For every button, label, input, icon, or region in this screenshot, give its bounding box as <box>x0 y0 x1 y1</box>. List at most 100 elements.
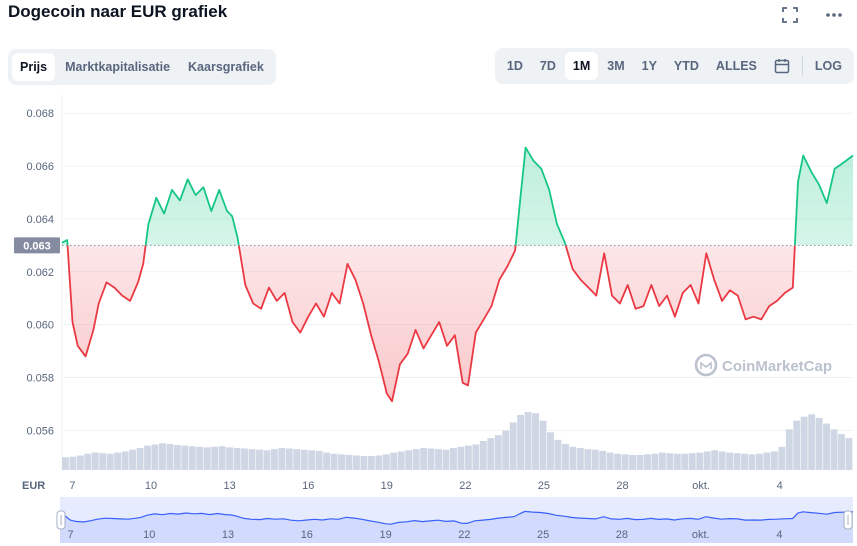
navigator-tick-label: 16 <box>301 529 313 541</box>
range-navigator: 7 10 13 16 19 22 25 28 okt. 4 <box>56 497 854 543</box>
volume-bar <box>763 452 771 470</box>
volume-bar <box>741 453 748 470</box>
y-tick-label: 0.062 <box>26 267 54 279</box>
x-tick-label: 25 <box>538 480 550 492</box>
volume-bar <box>755 453 763 470</box>
volume-bar <box>479 441 487 470</box>
calendar-button[interactable] <box>766 52 798 80</box>
x-tick-label: 10 <box>145 480 157 492</box>
volume-bar <box>442 449 450 470</box>
volume-bar <box>84 453 92 470</box>
volume-bar <box>629 454 636 470</box>
volume-bar <box>181 445 189 470</box>
volume-bar <box>382 454 390 470</box>
more-icon[interactable] <box>825 6 843 24</box>
volume-bars <box>62 412 853 470</box>
y-axis-ticks: 0.056 0.058 0.060 0.062 0.064 0.066 0.068 <box>26 108 54 437</box>
volume-bar <box>561 443 569 470</box>
volume-bar <box>524 412 532 470</box>
volume-bar <box>241 448 248 470</box>
volume-bar <box>435 449 442 470</box>
y-tick-label: 0.064 <box>26 214 54 226</box>
volume-bar <box>173 445 181 470</box>
range-ytd[interactable]: YTD <box>673 59 699 73</box>
volume-bar <box>285 448 293 470</box>
volume-bar <box>681 453 689 470</box>
volume-bar <box>270 449 278 470</box>
volume-bar <box>278 447 286 470</box>
range-3m[interactable]: 3M <box>607 59 625 73</box>
range-7d[interactable]: 7D <box>539 59 556 73</box>
x-tick-label: 4 <box>777 480 783 492</box>
log-toggle[interactable]: LOG <box>814 59 842 73</box>
volume-bar <box>196 446 204 470</box>
tab-price[interactable]: Prijs <box>12 53 56 81</box>
volume-bar <box>203 447 211 470</box>
volume-bar <box>532 413 539 470</box>
volume-bar <box>353 455 360 470</box>
volume-bar <box>338 454 345 470</box>
volume-bar <box>233 447 241 470</box>
volume-bar <box>211 446 219 470</box>
volume-bar <box>159 443 166 470</box>
range-1d[interactable]: 1D <box>506 59 523 73</box>
volume-bar <box>129 449 137 470</box>
navigator-tick-label: 7 <box>67 529 73 541</box>
volume-bar <box>188 446 196 470</box>
navigator-tick-label: 25 <box>537 529 549 541</box>
volume-bar <box>651 453 659 470</box>
volume-bar <box>308 450 316 470</box>
volume-bar <box>405 450 413 470</box>
baseline-group: 0.063 <box>14 237 853 254</box>
volume-bar <box>151 444 159 470</box>
volume-bar <box>375 455 383 470</box>
volume-bar <box>106 453 114 470</box>
volume-bar <box>345 454 353 470</box>
x-tick-label: 19 <box>381 480 393 492</box>
navigator-tick-label: 4 <box>776 529 782 541</box>
volume-bar <box>293 449 301 470</box>
volume-bar <box>457 446 465 470</box>
y-tick-label: 0.068 <box>26 108 54 120</box>
volume-bar <box>91 452 99 470</box>
watermark-text: CoinMarketCap <box>722 358 832 375</box>
volume-bar <box>703 451 711 470</box>
volume-bar <box>576 447 584 470</box>
volume-bar <box>420 447 428 470</box>
volume-bar <box>76 455 84 470</box>
x-tick-label: okt. <box>692 480 710 492</box>
x-tick-label: 28 <box>616 480 628 492</box>
y-tick-label: 0.058 <box>26 373 54 385</box>
volume-bar <box>748 454 756 470</box>
volume-bar <box>450 447 457 470</box>
volume-bar <box>830 429 838 470</box>
volume-bar <box>815 417 823 470</box>
volume-bar <box>800 416 808 470</box>
volume-bar <box>62 457 69 470</box>
price-line-up <box>61 146 854 246</box>
range-all[interactable]: ALLES <box>715 59 757 73</box>
volume-bar <box>726 452 734 470</box>
volume-bar <box>517 414 525 470</box>
volume-bar <box>360 456 368 470</box>
volume-bar <box>658 452 666 470</box>
volume-bar <box>487 438 495 470</box>
tab-market-cap[interactable]: Marktkapitalisatie <box>65 60 171 74</box>
volume-bar <box>823 423 831 470</box>
range-1y[interactable]: 1Y <box>641 59 657 73</box>
tab-candlestick[interactable]: Kaarsgrafiek <box>188 60 264 74</box>
volume-bar <box>711 450 719 470</box>
volume-bar <box>793 420 801 470</box>
y-tick-label: 0.066 <box>26 161 54 173</box>
area-up <box>62 147 853 246</box>
volume-bar <box>785 429 793 470</box>
range-1m[interactable]: 1M <box>564 52 599 80</box>
volume-bar <box>323 452 331 470</box>
volume-bar <box>584 449 592 470</box>
navigator-tick-label: okt. <box>692 529 710 541</box>
volume-bar <box>547 432 554 470</box>
fullscreen-icon[interactable] <box>781 6 799 24</box>
volume-bar <box>591 449 599 470</box>
x-tick-label: 22 <box>459 480 471 492</box>
volume-bar <box>315 450 323 470</box>
